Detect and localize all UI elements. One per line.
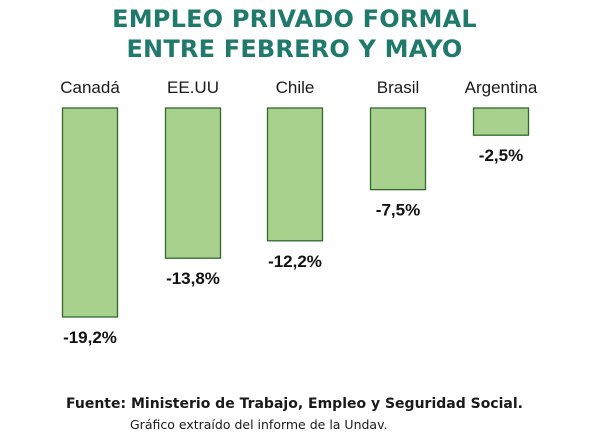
bar-chart: Canadá -19,2% EE.UU -13,8% Chile -12,2% Brasil… xyxy=(60,78,538,347)
value-label: -12,2% xyxy=(268,252,322,271)
bar xyxy=(369,107,427,191)
bar xyxy=(61,107,119,318)
chart-title-line1: EMPLEO PRIVADO FORMAL xyxy=(112,5,477,33)
value-label: -19,2% xyxy=(63,328,117,347)
bar xyxy=(472,107,530,136)
value-label: -13,8% xyxy=(166,269,220,288)
category-label: EE.UU xyxy=(167,78,219,97)
category-label: Argentina xyxy=(465,78,538,97)
bar xyxy=(164,107,222,259)
value-label: -7,5% xyxy=(376,201,420,220)
chart-title-line2: ENTRE FEBRERO Y MAYO xyxy=(126,35,463,63)
value-label: -2,5% xyxy=(479,146,523,165)
category-label: Chile xyxy=(276,78,315,97)
category-label: Canadá xyxy=(60,78,120,97)
extract-note: Gráfico extraído del informe de la Undav… xyxy=(130,417,388,432)
bar xyxy=(266,107,324,242)
category-label: Brasil xyxy=(377,78,420,97)
source-note: Fuente: Ministerio de Trabajo, Empleo y … xyxy=(66,396,523,412)
